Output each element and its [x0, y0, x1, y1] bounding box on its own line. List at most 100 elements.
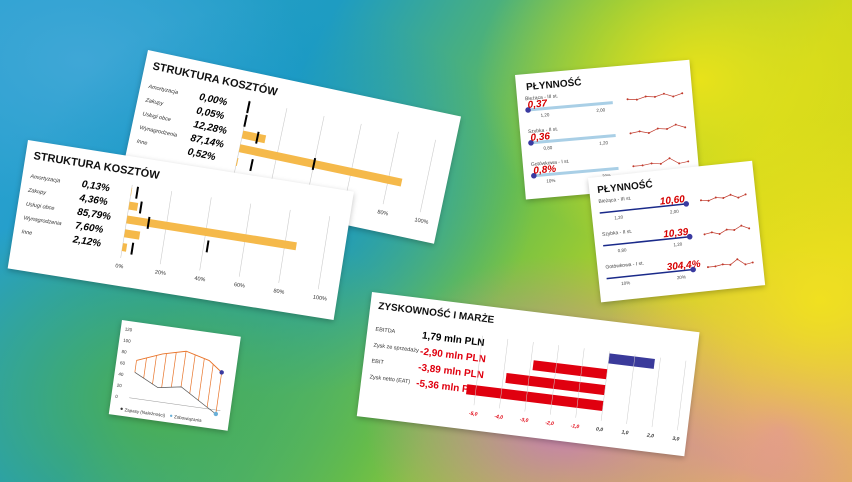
sparkline-point — [710, 231, 713, 234]
target-marker — [205, 240, 210, 253]
sparkline-point — [635, 98, 638, 101]
cost-structure-chart-2: STRUKTURA KOSZTÓW Amortyzacja 0,13%Zakupy… — [21, 149, 331, 303]
target-marker — [243, 114, 248, 127]
target-marker — [138, 201, 143, 214]
liquidity-row-label: Szybka - II st. — [528, 126, 559, 135]
sparkline-point — [659, 162, 662, 165]
liquidity-value-dot — [690, 266, 696, 273]
liquidity-title: PŁYNNOŚĆ — [597, 177, 654, 196]
liquidity-value-dot — [531, 172, 537, 179]
sparkline-point — [650, 162, 653, 165]
liquidity-value-dot — [528, 140, 534, 146]
target-marker — [130, 242, 135, 255]
liquidity-max-label: 20% — [677, 274, 686, 280]
sparkline-point — [751, 261, 754, 264]
cost-bar — [238, 144, 403, 187]
legend-label: Zobowiązania — [174, 414, 203, 423]
profit-row-value: -3,89 mln PLN — [417, 362, 484, 381]
series-end-point — [219, 370, 224, 375]
sparkline-point — [721, 263, 724, 266]
liquidity-max-label: 2,00 — [596, 107, 606, 113]
grid-line — [677, 360, 687, 431]
profit-bar — [505, 373, 606, 396]
x-tick-label: -3,0 — [519, 417, 529, 424]
x-tick-label: 80% — [377, 209, 389, 217]
cost-row-label: Zakupy — [27, 188, 48, 197]
y-tick-label: 20 — [117, 383, 123, 389]
target-marker — [146, 216, 151, 229]
range-connector — [152, 355, 157, 385]
cost-row-label: Wynagrodzenia — [23, 215, 62, 227]
x-tick-label: 20% — [154, 270, 166, 278]
target-marker — [255, 131, 260, 144]
grid-line — [271, 108, 288, 181]
y-tick-label: 0 — [115, 394, 119, 399]
cost-row-label: Amortyzacja — [29, 174, 61, 185]
grid-line — [524, 342, 534, 412]
liquidity-min-label: 10% — [621, 280, 630, 286]
grid-line — [600, 351, 610, 421]
target-marker — [135, 186, 140, 199]
x-tick-label: 80% — [273, 288, 285, 296]
grid-line — [499, 338, 509, 409]
liquidity-range-bar — [528, 133, 616, 145]
sparkline-point — [678, 162, 681, 165]
range-connector — [189, 354, 196, 394]
y-tick-label: 80 — [121, 349, 127, 355]
line-chart: 120 100 80 60 40 20 0 Zapasy (Należności) Zobowi… — [115, 326, 224, 423]
grid-line — [473, 335, 483, 406]
x-tick-label: 0,0 — [596, 426, 604, 433]
y-tick-label: 40 — [118, 371, 124, 377]
grid-line — [382, 131, 399, 205]
liquidity-min-label: 1,20 — [614, 215, 624, 221]
sparkline-point — [703, 233, 706, 236]
sparkline-point — [684, 126, 687, 129]
liquidity-min-label: 10% — [546, 178, 555, 184]
cost-row-value: 7,60% — [74, 220, 104, 235]
lower-series-line — [134, 372, 217, 415]
sparkline-point — [699, 199, 702, 202]
sparkline-point — [748, 227, 751, 230]
liquidity-range-bar — [525, 101, 613, 112]
cost-row-value: 0,00% — [198, 92, 228, 109]
sparkline-point — [632, 165, 635, 168]
liquidity-row-label: Bieżąca - III st. — [525, 93, 558, 102]
sparkline-point — [638, 130, 641, 133]
grid-line — [626, 354, 636, 425]
cost-bar — [128, 201, 139, 211]
sparkline-point — [662, 92, 665, 95]
series-end-point — [213, 411, 219, 417]
cost-row-label: Inne — [21, 229, 33, 237]
grid-line — [651, 357, 661, 428]
target-marker — [311, 157, 317, 171]
sparkline-point — [729, 263, 732, 266]
range-connector — [171, 352, 177, 388]
cost-row-label: Usługi obce — [25, 202, 54, 212]
grid-line — [317, 216, 331, 290]
sparkline-point — [737, 196, 740, 199]
range-connector — [198, 358, 205, 401]
y-tick-label: 120 — [124, 326, 133, 332]
line-chart-card: 120 100 80 60 40 20 0 Zapasy (Należności) Zobowi… — [108, 320, 241, 431]
x-tick-label: 1,0 — [621, 429, 629, 436]
upper-series-line — [136, 350, 222, 373]
liquidity-value: 10,39 — [663, 227, 689, 241]
x-tick-label: 0% — [115, 263, 124, 270]
liquidity-value-dot — [525, 107, 531, 113]
sparkline-point — [733, 228, 736, 231]
liquidity-min-label: 0,80 — [618, 247, 628, 253]
sparkline-point — [626, 98, 629, 101]
liquidity-value: 0,37 — [527, 98, 548, 111]
x-tick-label: 40% — [194, 276, 206, 284]
cost-row-value: 2,12% — [71, 234, 102, 249]
cost-row-label: Inne — [136, 139, 148, 147]
grid-line — [345, 123, 362, 197]
profitability-card: ZYSKOWNOŚĆ I MARŻE EBITDA 1,79 mln PLN Zys… — [356, 292, 700, 457]
liquidity-range-bar — [531, 166, 619, 178]
cost-row-label: Usługi obce — [142, 111, 171, 123]
y-tick-label: 60 — [120, 360, 126, 366]
cost-row-label: Amortyzacja — [147, 84, 179, 96]
profit-row-value: -2,90 mln PLN — [419, 346, 486, 365]
legend-label: Zapasy (Należności) — [124, 407, 166, 418]
liquidity-row-label: Bieżąca - III st. — [598, 196, 632, 205]
